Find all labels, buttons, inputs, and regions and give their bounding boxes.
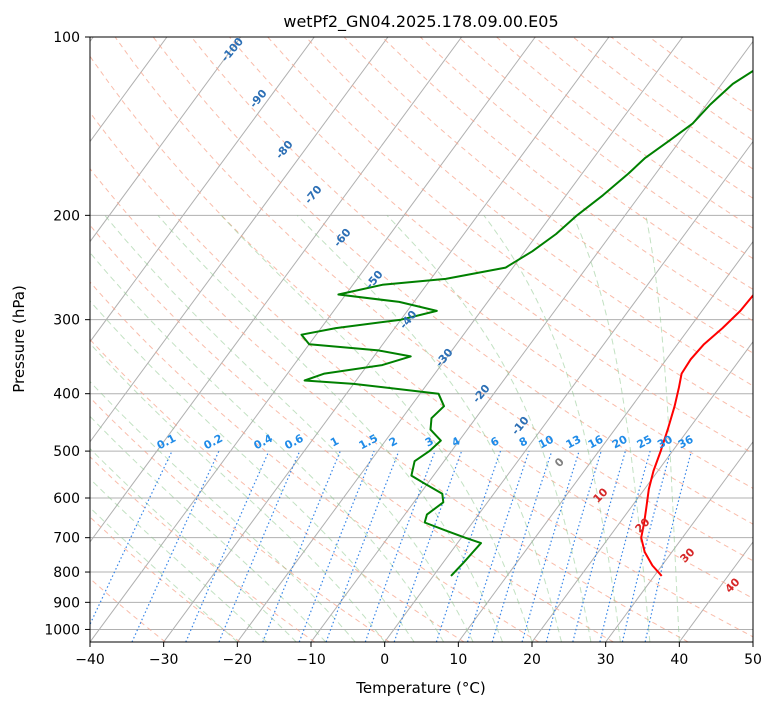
dry-adiabat-line [90, 338, 465, 642]
mixing-ratio-line [185, 450, 270, 642]
mixing-ratio-label: 10 [536, 433, 556, 452]
x-tick-label: 50 [744, 652, 762, 668]
mixing-ratio-line [572, 450, 626, 642]
dry-adiabat-line [90, 55, 753, 599]
moist-adiabat-line [90, 380, 356, 642]
dry-adiabat-line [90, 456, 315, 642]
y-tick-label: 700 [53, 531, 80, 547]
isotherm-line [605, 440, 753, 642]
mixing-ratio-line [393, 450, 463, 642]
dry-adiabat-line [152, 37, 753, 525]
mixing-ratio-line [325, 450, 400, 642]
moist-adiabat-line [104, 214, 474, 642]
y-axis-title: Pressure (hPa) [10, 285, 28, 393]
mixing-ratio-label: 13 [564, 433, 584, 452]
chart-title: wetPf2_GN04.2025.178.09.00.E05 [283, 12, 558, 32]
isotherm-line [90, 37, 242, 243]
x-tick-label: −40 [75, 652, 105, 668]
profile-lines [300, 69, 753, 577]
x-tick-label: −30 [149, 652, 179, 668]
y-tick-label: 600 [53, 491, 80, 507]
isotherm-line [531, 340, 753, 642]
y-tick-label: 800 [53, 565, 80, 581]
x-tick-label: 10 [449, 652, 467, 668]
isotherm-line [90, 37, 168, 143]
x-tick-label: −20 [223, 652, 253, 668]
mixing-ratio-line [491, 450, 553, 642]
dry-adiabat-line [90, 224, 614, 642]
moist-adiabat-line [90, 506, 238, 642]
y-tick-label: 1000 [44, 622, 80, 638]
dry-adiabat-line [114, 37, 753, 562]
plot-frame [89, 36, 754, 643]
axes: −40 −30 −20 −10 0 10 20 30 40 50 1000 900 800 700 600 5… [44, 30, 762, 668]
mixing-ratio-label: 30 [655, 433, 675, 452]
x-axis-title: Temperature (°C) [355, 679, 485, 697]
mixing-ratio-label: 25 [635, 433, 655, 452]
y-tick-label: 500 [53, 444, 80, 460]
isotherm-line [90, 37, 315, 343]
isotherm-line [163, 37, 610, 642]
mixing-ratio-line [521, 450, 580, 642]
dry-adiabat-line [90, 167, 689, 642]
isotherm-line [384, 140, 753, 642]
y-tick-label: 400 [53, 387, 80, 403]
dry-adiabat-line [191, 37, 753, 489]
moist-adiabat-line [645, 215, 680, 642]
mixing-ratio-line [599, 450, 651, 642]
mixing-ratio-line [644, 450, 692, 642]
x-tick-label: 30 [597, 652, 615, 668]
mixing-ratio-line [466, 450, 530, 642]
dry-adiabat-line [381, 37, 753, 322]
y-tick-label: 900 [53, 595, 80, 611]
mixing-ratio-line [218, 450, 301, 642]
dry-adiabat-line [90, 111, 753, 638]
moist-adiabat-line [220, 214, 533, 642]
x-tick-label: 40 [670, 652, 688, 668]
dewpoint-profile-line [300, 69, 753, 577]
moist-adiabat-line [296, 214, 562, 642]
mixing-ratio-label: 16 [586, 433, 606, 452]
moist-adiabat-line [90, 300, 415, 642]
isotherm-line [90, 37, 536, 642]
x-tick-label: −10 [296, 652, 326, 668]
mixing-ratio-label: 20 [610, 433, 630, 452]
mixing-ratio-line [298, 450, 375, 642]
moist-adiabat-line [90, 342, 386, 642]
moist-adiabat-line [90, 415, 327, 642]
x-tick-label: 0 [380, 652, 389, 668]
dry-adiabat-line [90, 396, 390, 642]
isotherm-line [310, 40, 753, 642]
isotherm-line [236, 37, 684, 642]
dry-adiabat-line [229, 37, 753, 454]
isotherm-line [90, 37, 389, 443]
dry-adiabat-line [305, 37, 753, 387]
y-tick-label: 100 [53, 30, 80, 46]
y-tick-label: 300 [53, 313, 80, 329]
mixing-ratio-line [364, 450, 436, 642]
mixing-ratio-line [545, 450, 602, 642]
dry-adiabat-line [90, 577, 166, 642]
moist-adiabat-line [386, 214, 592, 642]
temperature-profile-line [640, 293, 753, 577]
moist-adiabat-line [90, 251, 445, 642]
mixing-ratio-line [621, 450, 672, 642]
moist-adiabat-line [90, 447, 297, 642]
moist-adiabat-line [90, 478, 268, 642]
background-lines [90, 37, 753, 642]
moist-adiabat-line [572, 215, 651, 642]
isotherm-line [90, 37, 463, 543]
mixing-ratio-line [435, 450, 502, 642]
x-tick-label: 20 [523, 652, 541, 668]
moist-adiabat-line [157, 214, 503, 642]
moist-adiabat-line [483, 215, 621, 642]
mixing-ratio-label: 36 [676, 433, 696, 452]
y-tick-label: 200 [53, 208, 80, 224]
mixing-ratio-line [262, 450, 341, 642]
